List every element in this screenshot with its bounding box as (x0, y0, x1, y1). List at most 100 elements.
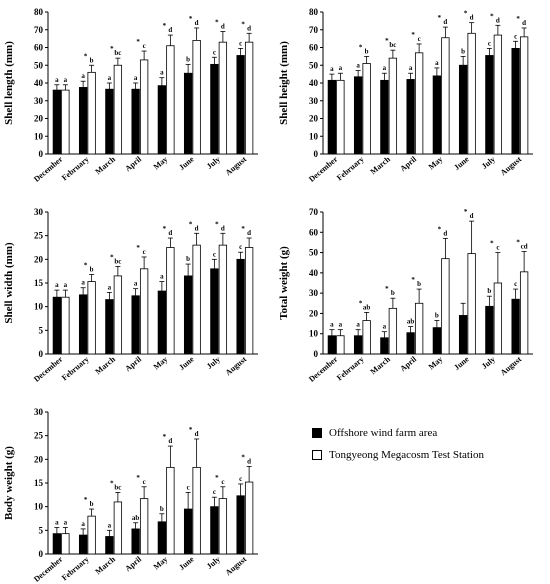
y-tick-label: 0 (39, 149, 44, 159)
significance-letter-offshore: a (108, 283, 112, 291)
bar-offshore (78, 294, 88, 355)
significance-letter-offshore: ab (407, 318, 415, 326)
bar-offshore (380, 337, 389, 355)
significance-letter-tongyeong: c (143, 478, 146, 486)
significance-letter-tongyeong: d (470, 14, 474, 22)
bar-tongyeong (244, 481, 254, 555)
bar-offshore (458, 315, 468, 355)
y-tick-label: 30 (34, 207, 44, 217)
significance-letter-offshore: b (186, 55, 190, 63)
y-tick-label: 40 (309, 78, 319, 88)
bar-tongyeong (139, 498, 149, 555)
y-tick-label: 15 (34, 478, 44, 488)
significance-letter-tongyeong: c (496, 244, 499, 252)
significance-star: * (438, 14, 442, 22)
bar-offshore (131, 528, 140, 555)
x-tick-label-december: December (32, 554, 65, 583)
significance-letter-tongyeong: a (339, 321, 343, 329)
significance-letter-offshore: a (81, 520, 85, 528)
significance-letter-offshore: b (160, 505, 164, 513)
bar-offshore (78, 87, 88, 155)
significance-star: * (136, 474, 140, 482)
significance-star: * (241, 20, 245, 28)
x-tick-label-april: April (123, 354, 143, 373)
significance-letter-tongyeong: bc (389, 41, 396, 49)
chart-shell-height: Shell height (mm) 0 10 20 30 40 50 60 70 80 Decemb… (278, 7, 533, 184)
y-tick-label: 70 (34, 25, 44, 35)
y-tick-label: 30 (309, 288, 319, 298)
y-tick-label: 0 (314, 349, 319, 359)
bar-tongyeong (388, 57, 398, 155)
bar-tongyeong (414, 302, 424, 355)
significance-letter-tongyeong: d (247, 24, 251, 32)
x-tick-label-december: December (307, 354, 340, 383)
significance-letter-tongyeong: b (365, 47, 369, 55)
significance-letter-tongyeong: d (496, 16, 500, 24)
y-tick-label: 30 (34, 407, 44, 417)
significance-letter-tongyeong: ab (363, 303, 371, 311)
bar-offshore (210, 268, 219, 355)
x-tick-label-june: June (177, 154, 196, 172)
significance-letter-tongyeong: c (143, 42, 146, 50)
significance-star: * (490, 12, 494, 20)
significance-letter-offshore: a (81, 72, 85, 80)
bar-tongyeong (244, 247, 254, 355)
x-tick-label-august: August (224, 354, 249, 377)
significance-letter-offshore: c (213, 48, 216, 56)
bar-tongyeong (493, 282, 503, 355)
bar-offshore (183, 275, 193, 355)
bar-tongyeong (441, 258, 450, 355)
legend-item-offshore: Offshore wind farm area (312, 422, 484, 444)
x-tick-label-april: April (398, 154, 418, 173)
y-tick-label: 20 (34, 454, 44, 464)
significance-star: * (411, 276, 415, 284)
significance-letter-offshore: a (55, 281, 59, 289)
significance-letter-tongyeong: bc (114, 49, 121, 57)
x-tick-label-february: February (335, 155, 366, 183)
significance-star: * (385, 37, 389, 45)
y-tick-label: 50 (309, 248, 319, 258)
y-tick-label: 5 (39, 325, 44, 335)
bar-tongyeong (166, 247, 175, 355)
significance-letter-offshore: a (134, 74, 138, 82)
y-tick-label: 0 (39, 349, 44, 359)
bar-tongyeong (362, 63, 371, 155)
bar-offshore (327, 335, 337, 355)
significance-letter-tongyeong: d (443, 18, 447, 26)
significance-letter-tongyeong: bc (114, 257, 121, 265)
chart-panel-total-weight: Total weight (g) 0 10 20 30 40 50 60 70 December F… (275, 200, 550, 400)
significance-star: * (84, 52, 88, 60)
significance-letter-tongyeong: d (195, 19, 199, 27)
significance-letter-offshore: b (487, 287, 491, 295)
y-tick-label: 10 (309, 329, 319, 339)
significance-letter-tongyeong: a (64, 281, 68, 289)
bar-offshore (183, 508, 193, 555)
bar-offshore (432, 75, 442, 155)
bar-offshore (406, 79, 415, 155)
bar-tongyeong (362, 320, 371, 355)
x-tick-label-july: July (205, 555, 222, 571)
bar-offshore (157, 290, 167, 355)
significance-star: * (359, 43, 363, 51)
significance-letter-tongyeong: cd (521, 243, 528, 251)
y-axis-label: Shell length (mm) (3, 41, 15, 125)
bar-tongyeong (192, 244, 201, 355)
bar-offshore (210, 506, 219, 555)
significance-star: * (189, 426, 193, 434)
significance-letter-tongyeong: d (443, 229, 447, 237)
bar-tongyeong (388, 307, 398, 355)
significance-star: * (215, 220, 219, 228)
x-tick-label-may: May (152, 555, 170, 572)
significance-letter-tongyeong: d (522, 19, 526, 27)
significance-star: * (241, 225, 245, 233)
bar-offshore (353, 76, 363, 155)
significance-star: * (385, 285, 389, 293)
x-tick-label-december: December (307, 154, 340, 183)
bar-offshore (432, 327, 442, 355)
x-tick-label-may: May (427, 355, 445, 372)
x-tick-label-february: February (335, 355, 366, 383)
x-tick-label-february: February (60, 355, 91, 383)
significance-star: * (163, 433, 167, 441)
x-tick-label-june: June (452, 354, 471, 372)
significance-star: * (359, 299, 363, 307)
